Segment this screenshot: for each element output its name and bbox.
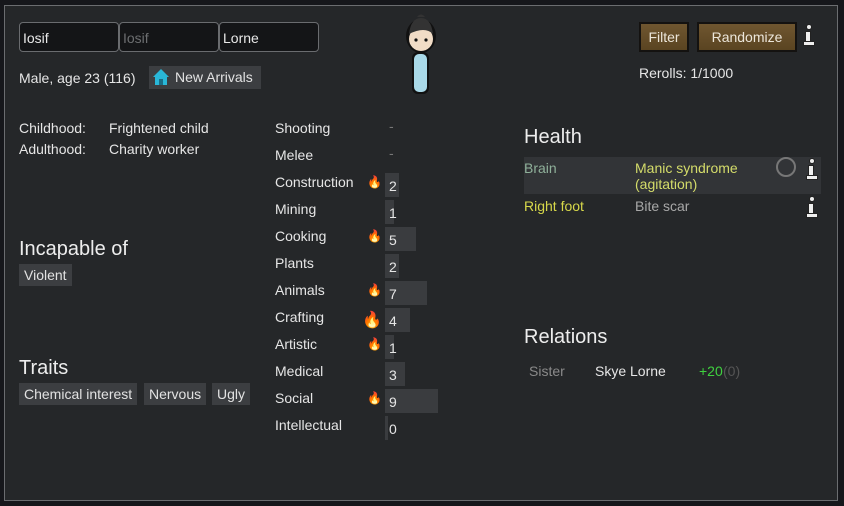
- pawn-portrait: [406, 14, 436, 94]
- relations-heading: Relations: [524, 326, 608, 348]
- info-icon[interactable]: [803, 24, 815, 46]
- relation-name[interactable]: Skye Lorne: [595, 363, 666, 379]
- skill-level: 3: [389, 367, 397, 383]
- skill-name: Shooting: [275, 120, 331, 136]
- skill-bar: [385, 200, 394, 224]
- skill-name: Intellectual: [275, 417, 342, 433]
- skill-level: -: [389, 118, 394, 134]
- skill-bar: [385, 416, 388, 440]
- randomize-button[interactable]: Randomize: [697, 22, 797, 52]
- trait-tag[interactable]: Ugly: [212, 383, 251, 405]
- first-name-input[interactable]: Iosif: [19, 22, 119, 52]
- skill-level: 2: [389, 259, 397, 275]
- health-heading: Health: [524, 126, 582, 148]
- skill-bar: [385, 389, 439, 413]
- childhood-value[interactable]: Frightened child: [109, 120, 209, 136]
- adulthood-label: Adulthood:: [19, 141, 86, 157]
- trait-tag[interactable]: Nervous: [144, 383, 207, 405]
- faction-label: New Arrivals: [175, 69, 253, 85]
- skill-level: 4: [389, 313, 397, 329]
- skill-name: Plants: [275, 255, 314, 271]
- passion-flame-icon: 🔥: [367, 175, 382, 189]
- info-icon[interactable]: [806, 196, 818, 218]
- skill-bar: [385, 254, 400, 278]
- faction-button[interactable]: New Arrivals: [149, 66, 261, 89]
- health-part: Brain: [524, 160, 557, 176]
- relation-opinion: +20: [699, 363, 723, 379]
- skill-level: -: [389, 145, 394, 161]
- skill-name: Social: [275, 390, 314, 406]
- major-passion-flame-icon: 🔥: [362, 312, 382, 329]
- skill-level: 1: [389, 340, 397, 356]
- health-condition[interactable]: Manic syndrome (agitation): [635, 160, 738, 192]
- passion-flame-icon: 🔥: [367, 391, 382, 405]
- skill-bar: [385, 362, 405, 386]
- incapable-tag[interactable]: Violent: [19, 264, 72, 286]
- skill-level: 7: [389, 286, 397, 302]
- health-part: Right foot: [524, 198, 584, 214]
- status-circle-icon: [776, 157, 796, 177]
- skill-bar: [385, 335, 394, 359]
- adulthood-value[interactable]: Charity worker: [109, 141, 200, 157]
- relation-opinion-other: (0): [723, 363, 741, 379]
- skill-name: Cooking: [275, 228, 327, 244]
- house-icon: [153, 69, 169, 85]
- skill-name: Animals: [275, 282, 325, 298]
- skill-level: 9: [389, 394, 397, 410]
- skill-name: Artistic: [275, 336, 317, 352]
- filter-button[interactable]: Filter: [639, 22, 689, 52]
- passion-flame-icon: 🔥: [367, 229, 382, 243]
- skill-bar: [385, 281, 428, 305]
- skill-level: 5: [389, 232, 397, 248]
- last-name-input[interactable]: Lorne: [219, 22, 319, 52]
- info-icon[interactable]: [806, 158, 818, 180]
- incapable-heading: Incapable of: [19, 238, 128, 260]
- skill-name: Melee: [275, 147, 314, 163]
- passion-flame-icon: 🔥: [367, 337, 382, 351]
- skill-level: 1: [389, 205, 397, 221]
- skill-level: 0: [389, 421, 397, 437]
- traits-heading: Traits: [19, 357, 69, 379]
- skill-bar: [385, 227, 416, 251]
- passion-flame-icon: 🔥: [367, 283, 382, 297]
- trait-tag[interactable]: Chemical interest: [19, 383, 138, 405]
- childhood-label: Childhood:: [19, 120, 86, 136]
- skill-bar: [385, 308, 411, 332]
- skill-name: Crafting: [275, 309, 325, 325]
- nickname-input[interactable]: Iosif: [119, 22, 219, 52]
- relation-type: Sister: [529, 363, 565, 379]
- pawn-summary: Male, age 23 (116): [19, 70, 136, 86]
- health-row-highlight: [524, 157, 821, 194]
- rerolls-counter: Rerolls: 1/1000: [639, 65, 734, 81]
- skill-level: 2: [389, 178, 397, 194]
- health-condition[interactable]: Bite scar: [635, 198, 690, 214]
- skill-name: Mining: [275, 201, 317, 217]
- skill-name: Construction: [275, 174, 354, 190]
- skill-bar: [385, 173, 400, 197]
- skill-name: Medical: [275, 363, 324, 379]
